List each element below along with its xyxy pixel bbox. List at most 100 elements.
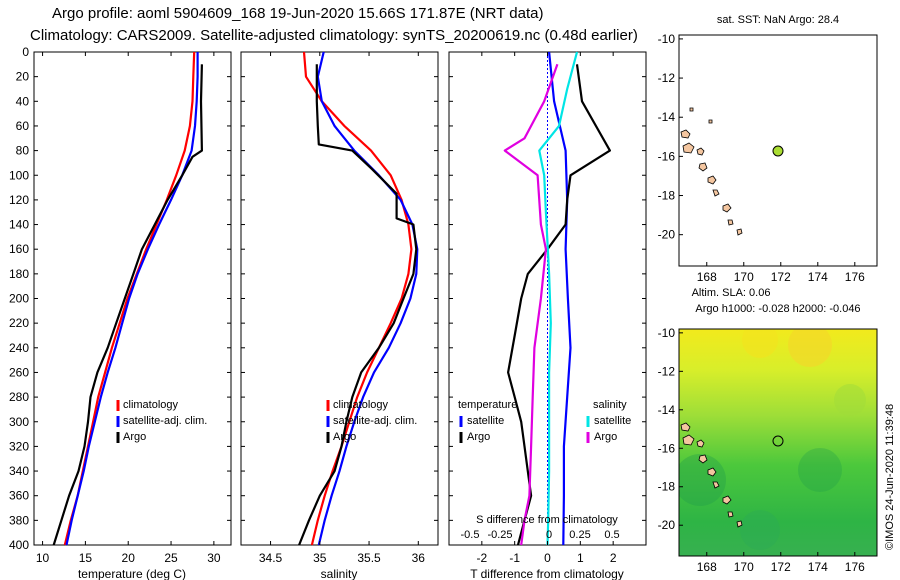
series-line-salinity-0 xyxy=(302,51,413,546)
x-tick-label: 30 xyxy=(207,551,221,565)
map-y-tick-label: -16 xyxy=(658,441,676,455)
legend-temp-satellite-label: satellite xyxy=(467,415,504,427)
height-map-yticks: -10 -12 -14 -16 -18 -20 xyxy=(658,326,683,532)
series-line-temperature-1 xyxy=(65,52,199,546)
top-tick-label: 0.25 xyxy=(569,529,590,541)
x-tick-label: 36 xyxy=(412,551,426,565)
island xyxy=(689,107,694,112)
y-tick-label: 380 xyxy=(9,513,29,527)
x-tick-label: -2 xyxy=(476,551,487,565)
map-y-tick-label: -18 xyxy=(658,480,676,494)
legend-sal-argo-label: Argo xyxy=(594,431,617,443)
island xyxy=(722,495,732,505)
island xyxy=(727,511,734,518)
x-tick-label: 25 xyxy=(164,551,178,565)
temperature-series xyxy=(52,51,203,546)
map-x-tick-label: 170 xyxy=(734,270,754,284)
legend-satellite-label: satellite-adj. clim. xyxy=(333,415,417,427)
x-tick-label: 35 xyxy=(313,551,327,565)
x-tick-label: 34.5 xyxy=(259,551,283,565)
legend-sal-satellite-label: satellite xyxy=(594,415,631,427)
y-tick-label: 340 xyxy=(9,464,29,478)
map-y-tick-label: -20 xyxy=(658,518,676,532)
sst-map-yticks: -10 -12 -14 -16 -18 -20 xyxy=(658,32,683,242)
map-x-tick-label: 174 xyxy=(808,560,828,574)
sst-map-xticks: 168 170 172 174 176 xyxy=(697,262,865,284)
y-tick-label: 160 xyxy=(9,242,29,256)
map-x-tick-label: 176 xyxy=(845,270,865,284)
top-tick-label: -0.25 xyxy=(487,529,512,541)
salinity-difference-label: S difference from climatology xyxy=(476,514,618,526)
series-line-salinity-2 xyxy=(298,64,418,546)
map-x-tick-label: 168 xyxy=(697,560,717,574)
legend-temperature-title: temperature xyxy=(458,399,517,411)
island xyxy=(707,175,717,185)
argo-position-marker xyxy=(772,145,784,157)
island xyxy=(696,147,705,156)
field-patch xyxy=(740,510,780,550)
x-tick-label: 1 xyxy=(577,551,584,565)
map-y-tick-label: -10 xyxy=(658,32,676,46)
island xyxy=(736,520,743,528)
y-tick-label: 120 xyxy=(9,193,29,207)
island xyxy=(698,454,708,464)
watermark: ©IMOS 24-Jun-2020 11:39:48 xyxy=(884,404,896,550)
sst-map: sat. SST: NaN Argo: 28.4 168 170 172 174 176… xyxy=(658,14,878,299)
series-line-difference-1 xyxy=(507,64,612,546)
x-tick-label: 10 xyxy=(36,551,50,565)
y-tick-label: 280 xyxy=(9,390,29,404)
salinity-panel: 34.5 35 35.5 36 salinity climatology satell… xyxy=(240,51,439,580)
temperature-panel: 10 15 20 25 30 02040608010012014016018020022… xyxy=(9,45,646,580)
island xyxy=(680,422,691,432)
legend-temp-argo-label: Argo xyxy=(467,431,490,443)
height-map: Argo h1000: -0.028 h2000: -0.046 xyxy=(658,303,896,574)
title-line-1: Argo profile: aoml 5904609_168 19-Jun-20… xyxy=(52,5,544,22)
legend-satellite-label: satellite-adj. clim. xyxy=(123,415,207,427)
series-line-difference-0 xyxy=(548,51,572,546)
map-x-tick-label: 172 xyxy=(771,560,791,574)
island xyxy=(680,129,691,139)
y-tick-label: 220 xyxy=(9,316,29,330)
island xyxy=(708,119,713,124)
field-patch xyxy=(788,329,832,367)
temperature-legend: climatology satellite-adj. clim. Argo xyxy=(116,399,207,443)
field-patch xyxy=(798,448,842,492)
map-y-tick-label: -14 xyxy=(658,403,676,417)
legend-argo-label: Argo xyxy=(333,431,356,443)
y-tick-label: 320 xyxy=(9,439,29,453)
difference-panel: -2 -1 0 1 2 -0.5 -0.25 0 0.25 0.5 S difference f… xyxy=(448,51,647,580)
island xyxy=(722,203,732,213)
y-tick-label: 300 xyxy=(9,415,29,429)
island xyxy=(698,162,708,172)
field-patch xyxy=(834,384,866,416)
series-line-difference-2 xyxy=(538,51,579,546)
y-tick-label: 240 xyxy=(9,341,29,355)
y-tick-label: 200 xyxy=(9,292,29,306)
field-patch xyxy=(742,329,778,358)
map-y-tick-label: -12 xyxy=(658,364,676,378)
temperature-xticks: 10 15 20 25 30 xyxy=(36,52,221,565)
y-tick-label: 260 xyxy=(9,365,29,379)
x-tick-label: 2 xyxy=(610,551,617,565)
altimetry-sla-label: Altim. SLA: 0.06 xyxy=(692,287,771,299)
temperature-xlabel: temperature (deg C) xyxy=(78,567,186,580)
series-line-difference-3 xyxy=(503,63,559,546)
map-y-tick-label: -10 xyxy=(658,326,676,340)
difference-legend-temperature: temperature satellite Argo xyxy=(458,399,517,443)
height-map-title: Argo h1000: -0.028 h2000: -0.046 xyxy=(695,303,860,315)
x-tick-label: 35.5 xyxy=(357,551,381,565)
salinity-legend: climatology satellite-adj. clim. Argo xyxy=(326,399,417,443)
salinity-series xyxy=(298,51,419,546)
island xyxy=(707,467,717,477)
map-y-tick-label: -18 xyxy=(658,189,676,203)
map-x-tick-label: 170 xyxy=(734,560,754,574)
y-tick-label: 40 xyxy=(16,94,30,108)
map-x-tick-label: 176 xyxy=(845,560,865,574)
map-x-tick-label: 174 xyxy=(808,270,828,284)
legend-argo-label: Argo xyxy=(123,431,146,443)
height-map-field xyxy=(679,329,877,556)
series-line-temperature-2 xyxy=(52,64,203,546)
salinity-xticks: 34.5 35 35.5 36 xyxy=(259,52,425,565)
y-tick-label: 80 xyxy=(16,144,30,158)
